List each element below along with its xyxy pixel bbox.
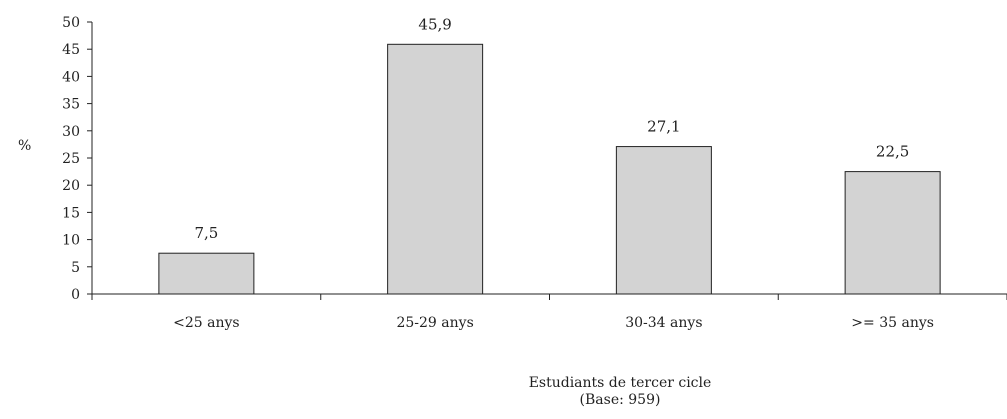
bar: [615, 146, 712, 295]
y-tick-label: 5: [71, 260, 80, 276]
labels: 7,5 <25 anys 45,9 25-29 anys 27,1 30-34 anys 2…: [173, 15, 934, 331]
x-axis: [91, 293, 1007, 300]
bar: [844, 171, 941, 295]
y-tick-label: 45: [62, 42, 80, 58]
x-category-label: 30-34 anys: [625, 315, 702, 331]
y-tick-label: 10: [62, 233, 80, 249]
x-axis-title: Estudiants de tercer cicle: [529, 375, 712, 391]
y-tick-label: 30: [62, 124, 80, 140]
bar: [387, 43, 484, 295]
y-axis: 0 5 10 15 20 25 30 35 40 45 50: [62, 15, 93, 303]
bar: [158, 252, 255, 295]
y-tick-label: 35: [62, 97, 80, 113]
bar-value-label: 27,1: [647, 118, 680, 136]
x-category-label: >= 35 anys: [851, 315, 934, 331]
bar-value-label: 22,5: [876, 143, 909, 161]
x-category-label: <25 anys: [173, 315, 239, 331]
bar-value-label: 45,9: [418, 15, 451, 33]
x-category-label: 25-29 anys: [396, 315, 473, 331]
bar-value-label: 7,5: [194, 224, 218, 242]
x-axis-subtitle: (Base: 959): [580, 392, 661, 408]
y-axis-title: %: [18, 138, 31, 154]
y-tick-label: 20: [62, 178, 80, 194]
y-tick-label: 25: [62, 151, 80, 167]
y-tick-label: 50: [62, 15, 80, 31]
y-tick-label: 15: [62, 205, 80, 221]
y-tick-label: 0: [71, 287, 80, 303]
bars: [158, 43, 941, 295]
y-tick-label: 40: [62, 69, 80, 85]
